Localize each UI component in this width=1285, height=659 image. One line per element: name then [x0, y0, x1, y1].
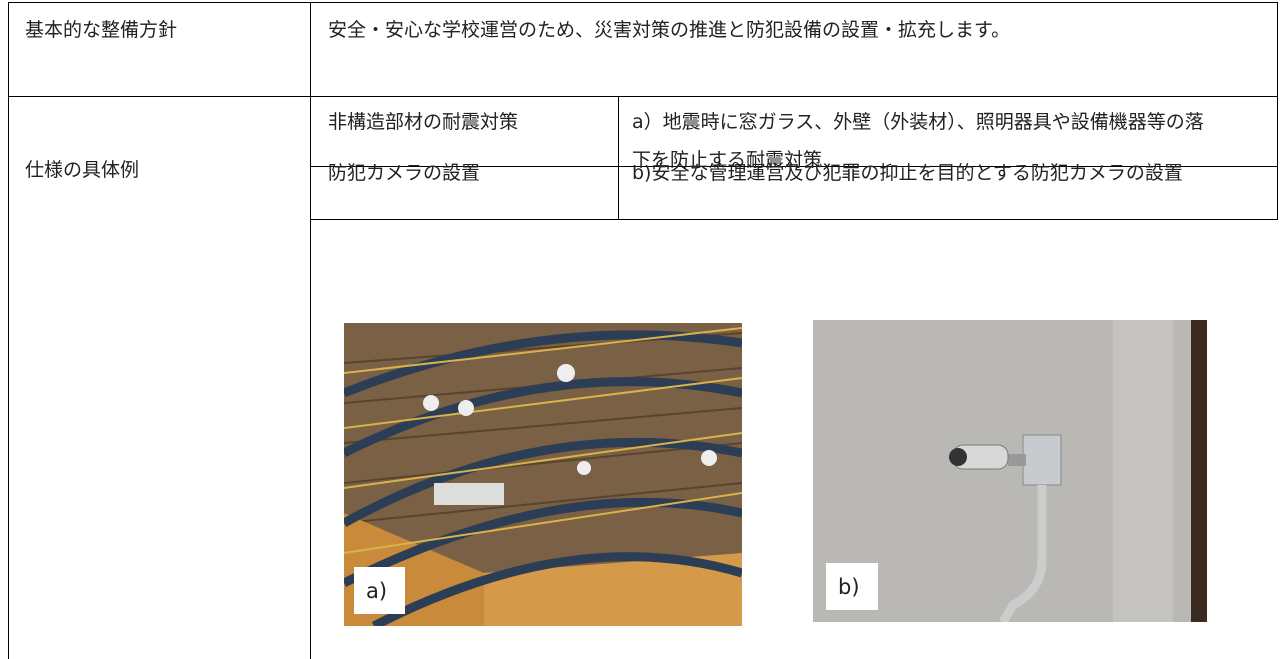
photo-label: b) [838, 575, 860, 599]
examples-label: 仕様の具体例 [25, 159, 140, 181]
border [8, 2, 1278, 3]
border [8, 96, 1278, 97]
photo-camera: b) [813, 320, 1207, 622]
item-name: 防犯カメラの設置 [328, 162, 481, 184]
border [618, 96, 619, 220]
item-description: b)安全な管理運営及び犯罪の抑止を目的とする防犯カメラの設置 [632, 162, 1183, 184]
border [310, 166, 1278, 167]
policy-label: 基本的な整備方針 [25, 19, 178, 41]
border [310, 219, 1278, 220]
border [8, 2, 9, 659]
item-description: a）地震時に窓ガラス、外壁（外装材）、照明器具や設備機器等の落下を防止する耐震対… [632, 111, 1204, 171]
photo-ceiling: a) [344, 323, 742, 626]
item-name: 非構造部材の耐震対策 [328, 111, 519, 133]
border [1277, 2, 1278, 220]
border [310, 2, 311, 659]
policy-text: 安全・安心な学校運営のため、災害対策の推進と防犯設備の設置・拡充します。 [328, 19, 1011, 41]
photo-label: a) [366, 579, 387, 603]
